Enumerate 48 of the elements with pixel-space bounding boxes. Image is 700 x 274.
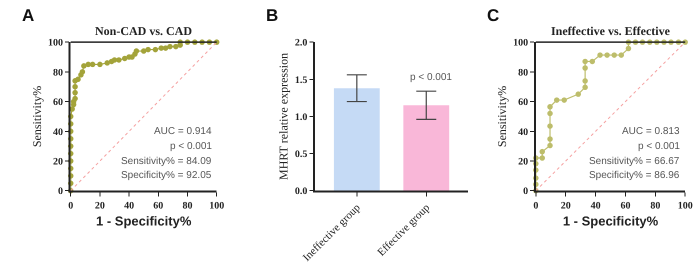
annotation: Specificity% = 92.05 [121,170,212,181]
y-tick-label: 0.5 [294,149,308,160]
y-tick-label: 1.0 [294,112,308,123]
y-tick-label: 80 [52,67,63,78]
y-tick-label: 40 [518,126,528,138]
x-tick-label: 40 [124,200,134,212]
y-tick-label: 100 [513,38,528,49]
x-tick-label: 40 [590,200,601,212]
annotation: Specificity% = 86.96 [589,170,680,181]
chart-title: Ineffective vs. Effective [551,24,671,38]
annotation: AUC = 0.813 [622,126,680,137]
x-tick-label: 80 [650,200,660,212]
y-axis-title: Sensitivity% [494,86,509,148]
annotation: AUC = 0.914 [154,126,212,137]
x-tick-label: 20 [560,200,571,212]
y-tick-label: 100 [48,38,63,49]
y-tick-label: 80 [518,67,528,78]
y-tick-label: 60 [52,97,63,108]
x-axis-title: 1 - Specificity% [96,214,192,229]
y-tick-label: 60 [518,97,528,108]
y-tick-label: 2.0 [294,38,308,49]
text: B [266,6,278,25]
y-tick-label: 20 [518,156,528,168]
x-tick-label: 100 [209,200,224,212]
x-tick-label: 20 [94,200,105,212]
x-axis-title: 1 - Specificity% [562,214,659,229]
y-tick-label: 0 [58,186,63,198]
y-tick-label: 40 [52,126,63,138]
text: A [22,6,34,25]
chart-title: Non-CAD vs. CAD [95,24,192,38]
y-tick-label: 1.5 [294,74,308,86]
x-tick-label: 80 [182,200,193,212]
annotation: Sensitivity% = 66.67 [589,156,680,167]
annotation: p < 0.001 [638,141,680,152]
annotation: Sensitivity% = 84.09 [121,156,212,167]
y-tick-label: 20 [52,156,63,168]
x-tick-label: 60 [620,200,630,212]
annotation: p < 0.001 [170,141,212,152]
x-tick-label: 60 [153,200,164,212]
y-tick-label: 0.0 [294,186,308,198]
x-tick-label: 0 [68,200,74,212]
y-axis-title: MHRT relative expression [276,52,291,180]
x-tick-label: 0 [533,200,538,212]
y-tick-label: 0 [523,186,528,198]
text: C [487,6,500,25]
annotation: p < 0.001 [410,72,452,83]
x-tick-label: 100 [678,200,693,212]
y-axis-title: Sensitivity% [30,86,44,148]
